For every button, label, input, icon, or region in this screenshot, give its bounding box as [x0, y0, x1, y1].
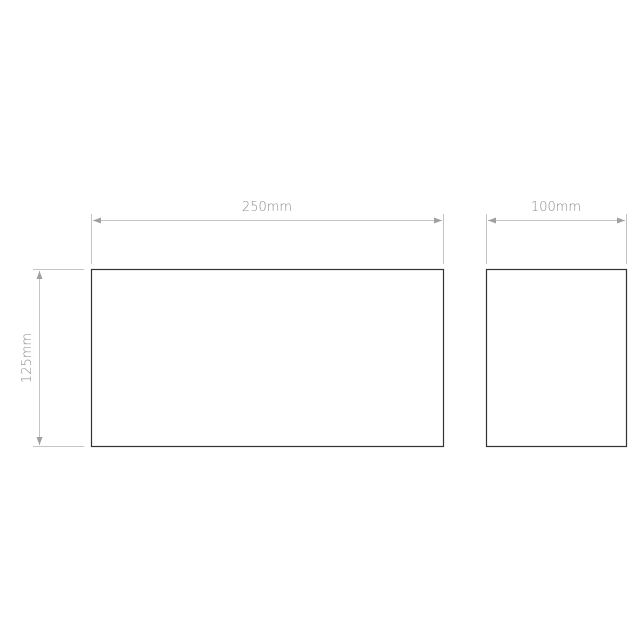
height-label: 125mm	[20, 333, 35, 383]
side-view-outline	[485, 268, 628, 448]
front-width-label: 250mm	[242, 200, 292, 215]
front-view-outline	[90, 268, 445, 448]
side-width-label: 100mm	[531, 200, 581, 215]
